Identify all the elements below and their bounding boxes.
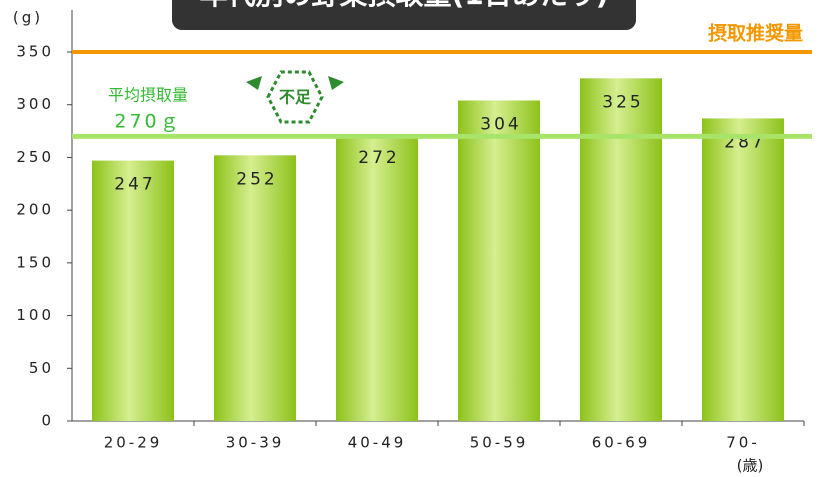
y-tick-label: 350: [16, 43, 54, 61]
value-label: 252: [236, 169, 277, 189]
value-label: 304: [480, 114, 521, 134]
bar: [458, 100, 540, 422]
y-tick-label: 250: [16, 148, 54, 166]
y-tick-label: 300: [16, 95, 54, 113]
annotation-text: 不足: [279, 88, 312, 107]
average-value-label: 270ｇ: [114, 111, 181, 133]
x-tick-label: 30-39: [226, 434, 285, 452]
value-label: 247: [114, 175, 155, 195]
x-tick-label: 50-59: [470, 434, 529, 452]
y-axis-label: (g): [13, 9, 43, 27]
y-tick-label: 0: [41, 412, 54, 430]
shortfall-annotation: 不足: [246, 70, 344, 124]
bar: [214, 155, 296, 421]
recommended-label: 摂取推奨量: [708, 22, 803, 45]
x-tick-label: 60-69: [592, 434, 651, 452]
average-label: 平均摂取量: [108, 86, 188, 105]
bar: [336, 134, 418, 421]
x-tick-label: 40-49: [348, 434, 407, 452]
y-tick-label: 200: [16, 201, 54, 219]
value-label: 325: [602, 92, 643, 112]
bar: [580, 78, 662, 421]
value-label: 272: [358, 148, 399, 168]
chart-title: 年代別の野菜摂取量(1日あたり): [199, 0, 608, 11]
bar: [702, 118, 784, 422]
x-tick-label: 20-29: [104, 434, 163, 452]
bar: [92, 160, 174, 421]
x-axis-label: (歳): [737, 457, 764, 475]
y-tick-label: 150: [16, 253, 54, 271]
title-box: [172, 0, 636, 30]
y-tick-label: 100: [16, 306, 54, 324]
y-tick-label: 50: [29, 359, 54, 377]
x-tick-label: 70-: [726, 434, 760, 452]
